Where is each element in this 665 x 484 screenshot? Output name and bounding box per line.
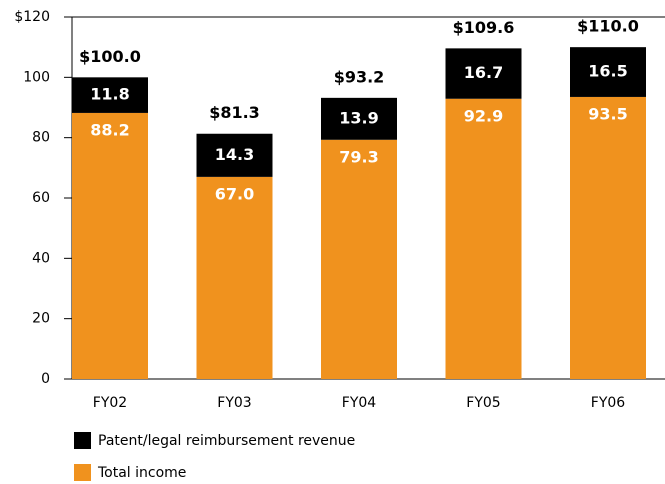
bar-segment [72,77,148,113]
bar-segment [72,112,148,380]
legend-label: Patent/legal reimbursement revenue [98,433,355,449]
y-tick-label: 80 [32,130,50,146]
total-label: $100.0 [79,47,141,66]
y-tick-label: 60 [32,190,50,206]
bar-segment [196,176,273,379]
value-label: 13.9 [339,108,378,127]
y-tick-label: 40 [32,250,50,266]
bar-segment [321,139,397,379]
total-label: $93.2 [334,67,385,86]
y-tick-label: 20 [32,311,50,327]
value-label: 16.7 [464,63,503,82]
y-tick-label: 0 [41,371,50,387]
total-label: $110.0 [577,17,639,36]
y-tick-label: 100 [23,69,50,85]
value-label: 16.5 [588,62,627,81]
x-tick-label: FY02 [93,395,127,411]
bar-segment [570,47,646,97]
legend-swatch [74,432,91,449]
legend-label: Total income [97,465,186,481]
bar-segment [570,96,646,380]
x-tick-label: FY03 [217,395,251,411]
value-label: 14.3 [215,145,254,164]
bar-segment [196,133,273,177]
x-tick-label: FY05 [466,395,500,411]
y-tick-label: $120 [14,9,50,25]
value-label: 92.9 [464,106,503,125]
value-label: 79.3 [339,147,378,166]
value-label: 67.0 [215,184,254,203]
x-tick-label: FY06 [591,395,626,411]
x-tick-label: FY04 [342,395,377,411]
total-label: $109.6 [453,18,515,37]
total-label: $81.3 [209,103,260,122]
legend-swatch [74,464,91,481]
bar-segment [445,98,522,380]
value-label: 11.8 [90,85,129,104]
value-label: 88.2 [90,120,129,139]
bar-segment [321,97,397,140]
bar-segment [445,48,522,99]
value-label: 93.5 [588,104,627,123]
